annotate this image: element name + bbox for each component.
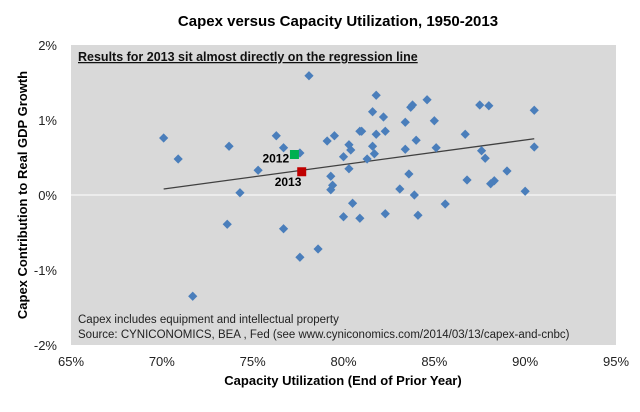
data-point <box>347 198 358 208</box>
chart-title: Capex versus Capacity Utilization, 1950-… <box>178 13 498 30</box>
data-point <box>295 252 305 262</box>
data-point <box>476 146 487 156</box>
data-point <box>367 107 378 117</box>
data-point <box>367 141 378 151</box>
data-point <box>462 175 472 185</box>
x-tick-label: 90% <box>512 354 538 369</box>
data-point <box>529 142 539 152</box>
data-point <box>489 176 499 186</box>
data-point <box>395 184 405 194</box>
data-point <box>400 117 410 127</box>
data-point <box>224 141 234 151</box>
data-point <box>502 166 512 176</box>
x-tick-label: 65% <box>58 354 84 369</box>
regression-line <box>163 138 535 190</box>
data-point <box>304 71 314 81</box>
y-tick-label: -2% <box>34 338 58 353</box>
data-point <box>329 131 340 141</box>
data-point <box>355 213 365 223</box>
data-point <box>338 212 349 222</box>
data-point <box>411 135 421 145</box>
data-point <box>486 179 496 189</box>
y-tick-label: 0% <box>38 188 57 203</box>
data-point <box>328 180 338 190</box>
data-point <box>159 133 169 143</box>
data-point <box>362 154 372 164</box>
y-tick-label: 1% <box>38 113 57 128</box>
data-point <box>313 244 323 254</box>
x-axis-ticks: 65% 70% 75% 80% 85% 90% 95% <box>58 354 629 369</box>
highlight-point-2013 <box>297 167 307 177</box>
note-source: Source: CYNICONOMICS, BEA , Fed (see www… <box>78 329 570 341</box>
x-tick-label: 75% <box>240 354 266 369</box>
x-tick-label: 95% <box>603 354 629 369</box>
data-points <box>159 71 539 301</box>
data-point <box>460 129 470 139</box>
highlight-label-2012: 2012 <box>262 152 289 166</box>
data-point <box>529 105 539 115</box>
x-axis-title: Capacity Utilization (End of Prior Year) <box>224 373 461 388</box>
data-point <box>371 129 381 139</box>
data-point <box>222 219 232 229</box>
highlight-point-2012 <box>289 150 299 159</box>
data-point <box>475 100 485 110</box>
y-tick-label: -1% <box>34 263 58 278</box>
data-point <box>380 126 390 136</box>
data-point <box>413 210 423 220</box>
data-point <box>422 95 432 105</box>
data-point <box>346 145 356 155</box>
data-point <box>400 144 410 154</box>
data-point <box>369 149 379 159</box>
data-point <box>407 100 418 110</box>
data-point <box>338 152 349 162</box>
note-capex-definition: Capex includes equipment and intellectua… <box>78 314 339 326</box>
data-point <box>371 90 381 100</box>
data-point <box>278 143 289 153</box>
data-point <box>355 126 365 136</box>
data-point <box>173 154 183 164</box>
data-point <box>326 185 336 195</box>
data-point <box>322 136 332 146</box>
y-tick-label: 2% <box>38 38 57 53</box>
highlighted-points: 2012 2013 <box>262 150 307 189</box>
x-tick-label: 80% <box>330 354 356 369</box>
y-axis-title: Capex Contribution to Real GDP Growth <box>15 71 30 319</box>
data-point <box>484 101 494 111</box>
y-axis-ticks: 2% 1% 0% -1% -2% <box>34 38 58 353</box>
data-point <box>188 291 198 301</box>
data-point <box>235 188 245 198</box>
data-point <box>409 190 419 200</box>
data-point <box>431 143 441 153</box>
data-point <box>278 224 289 234</box>
data-point <box>429 116 439 126</box>
data-point <box>378 112 389 122</box>
data-point <box>253 165 263 175</box>
data-point <box>326 171 336 181</box>
data-point <box>344 164 354 174</box>
data-point <box>520 186 530 196</box>
data-point <box>380 209 390 219</box>
x-tick-label: 85% <box>421 354 447 369</box>
data-point <box>295 148 305 158</box>
annotation-headline: Results for 2013 sit almost directly on … <box>78 50 418 64</box>
highlight-label-2013: 2013 <box>275 175 302 189</box>
data-point <box>440 199 450 209</box>
data-point <box>480 153 490 163</box>
x-tick-label: 70% <box>149 354 175 369</box>
data-point <box>404 169 414 179</box>
data-point <box>271 131 281 141</box>
